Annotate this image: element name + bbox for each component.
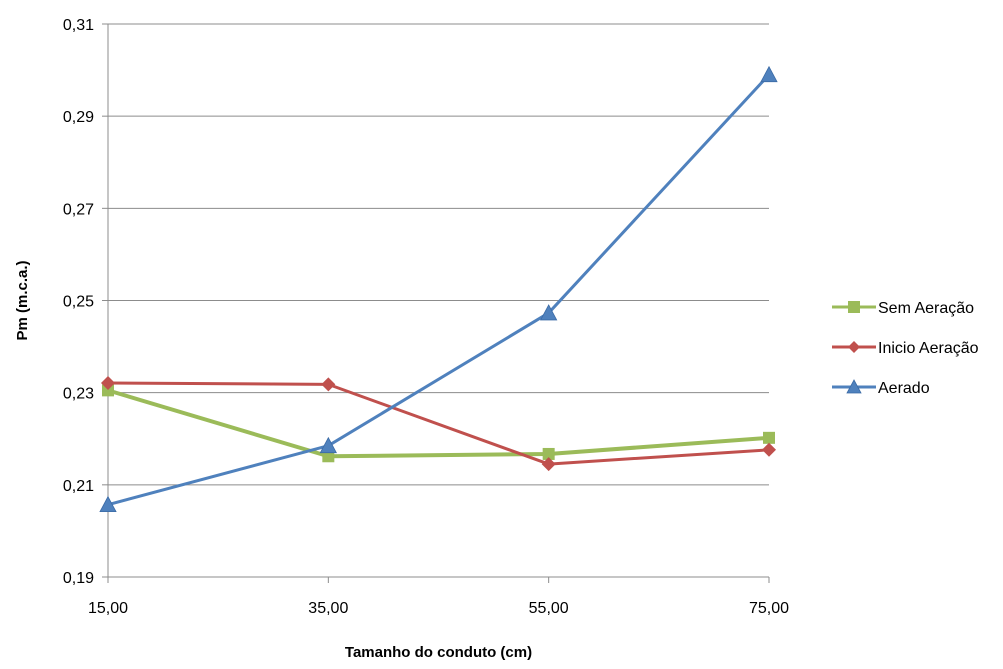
x-tick-label: 75,00 (749, 600, 789, 617)
y-tick-label: 0,23 (63, 386, 94, 403)
legend-label: Aerado (878, 380, 930, 397)
series-line (107, 73, 771, 507)
series-diamond (101, 375, 776, 472)
diamond-marker (321, 377, 336, 392)
y-tick-label: 0,21 (63, 478, 94, 495)
series-line (107, 388, 770, 459)
square-marker (322, 450, 335, 463)
y-tick-label: 0,29 (63, 109, 94, 126)
triangle-marker (760, 65, 778, 83)
x-tick-label: 55,00 (529, 600, 569, 617)
y-tick-label: 0,31 (63, 17, 94, 34)
axes: 0,19 0,21 0,23 0,25 0,27 0,29 0,31 15,00 35,00 55… (63, 17, 789, 617)
triangle-marker (846, 379, 862, 394)
y-tick-label: 0,25 (63, 294, 94, 311)
diamond-marker (101, 375, 115, 390)
legend-label: Sem Aeração (878, 300, 974, 317)
series-triangle (99, 65, 778, 513)
triangle-marker (319, 436, 338, 454)
legend: Sem Aeração Inicio Aeração Aerado (832, 300, 979, 397)
legend-item: Aerado (832, 379, 930, 397)
series-line (107, 381, 770, 466)
series-group (99, 65, 778, 513)
square-marker (848, 301, 860, 313)
square-marker (102, 384, 114, 397)
y-tick-label: 0,27 (63, 201, 94, 218)
triangle-marker (99, 495, 117, 513)
square-marker (763, 431, 775, 444)
series-square (102, 384, 775, 463)
gridlines (108, 23, 769, 486)
x-axis-title: Tamanho do conduto (cm) (345, 644, 532, 661)
square-marker (542, 447, 555, 460)
x-tick-label: 15,00 (88, 600, 128, 617)
x-tick-label: 35,00 (308, 600, 348, 617)
triangle-marker (540, 304, 558, 321)
legend-label: Inicio Aeração (878, 340, 979, 357)
diamond-marker (541, 457, 556, 472)
y-tick-label: 0,19 (63, 570, 94, 587)
diamond-marker (762, 442, 776, 457)
y-axis-title: Pm (m.c.a.) (14, 260, 31, 340)
legend-item: Inicio Aeração (832, 340, 979, 357)
legend-item: Sem Aeração (832, 300, 974, 317)
diamond-marker (848, 341, 860, 353)
